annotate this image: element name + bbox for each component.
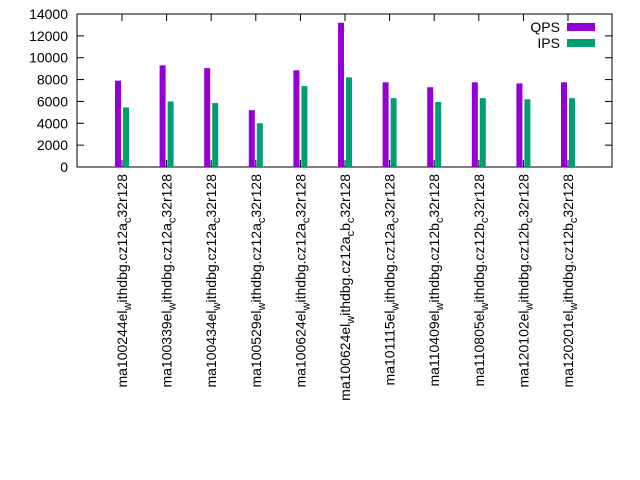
category-label: ma120102elwithdbg.cz12bc32r128 bbox=[515, 174, 535, 388]
category-label: ma100244elwithdbg.cz12ac32r128 bbox=[114, 174, 134, 388]
axes: 0 2000 4000 6000 8000 10000 12000 14000 bbox=[29, 6, 613, 175]
legend-swatch-qps bbox=[567, 23, 595, 31]
category-label: ma120201elwithdbg.cz12bc32r128 bbox=[560, 174, 580, 388]
legend-label-qps: QPS bbox=[530, 19, 560, 35]
y-tick-label: 12000 bbox=[29, 28, 68, 44]
y-tick-label: 6000 bbox=[37, 93, 68, 109]
y-tick-label: 2000 bbox=[37, 137, 68, 153]
category-label: ma100624elwithdbg.cz12ac32r128 bbox=[292, 174, 312, 388]
legend-swatch-ips bbox=[567, 39, 595, 47]
qps-bar bbox=[159, 65, 166, 167]
ips-bar bbox=[212, 103, 219, 167]
qps-bar bbox=[427, 87, 434, 167]
qps-bar bbox=[471, 82, 478, 167]
y-tick-label: 14000 bbox=[29, 6, 68, 22]
y-tick-label: 8000 bbox=[37, 72, 68, 88]
qps-bar bbox=[382, 82, 389, 167]
qps-bar bbox=[248, 110, 255, 167]
category-label: ma100434elwithdbg.cz12ac32r128 bbox=[203, 174, 223, 388]
y-tick-label: 10000 bbox=[29, 50, 68, 66]
ips-bar bbox=[569, 98, 575, 167]
category-label: ma110805elwithdbg.cz12bc32r128 bbox=[471, 174, 491, 387]
ips-bar bbox=[256, 123, 263, 167]
legend-label-ips: IPS bbox=[537, 35, 560, 51]
ips-bar bbox=[123, 107, 129, 167]
category-label: ma100529elwithdbg.cz12ac32r128 bbox=[248, 174, 268, 388]
qps-bar bbox=[293, 70, 300, 167]
ips-bar bbox=[435, 101, 442, 167]
category-labels: ma100244elwithdbg.cz12ac32r128 ma100339el… bbox=[114, 174, 580, 401]
qps-bar bbox=[338, 22, 344, 167]
ips-bar bbox=[301, 86, 308, 167]
category-label: ma110409elwithdbg.cz12bc32r128 bbox=[426, 174, 446, 387]
ips-bar bbox=[346, 77, 352, 167]
ips-bar bbox=[479, 98, 486, 167]
y-tick-label: 4000 bbox=[37, 115, 68, 131]
bars bbox=[115, 22, 575, 167]
ips-bar bbox=[167, 101, 174, 167]
qps-bar bbox=[561, 82, 567, 167]
plot-border bbox=[76, 13, 613, 168]
category-label: ma100624elwithdbg.cz12acbc32r128 bbox=[337, 174, 357, 401]
y-tick-label: 0 bbox=[60, 159, 68, 175]
ips-bar bbox=[524, 99, 531, 167]
category-label: ma100339elwithdbg.cz12ac32r128 bbox=[159, 174, 179, 388]
qps-bar bbox=[115, 80, 121, 167]
ips-bar bbox=[390, 98, 397, 167]
category-label: ma101115elwithdbg.cz12ac32r128 bbox=[382, 174, 402, 386]
qps-bar bbox=[204, 68, 211, 167]
qps-bar bbox=[516, 83, 523, 167]
